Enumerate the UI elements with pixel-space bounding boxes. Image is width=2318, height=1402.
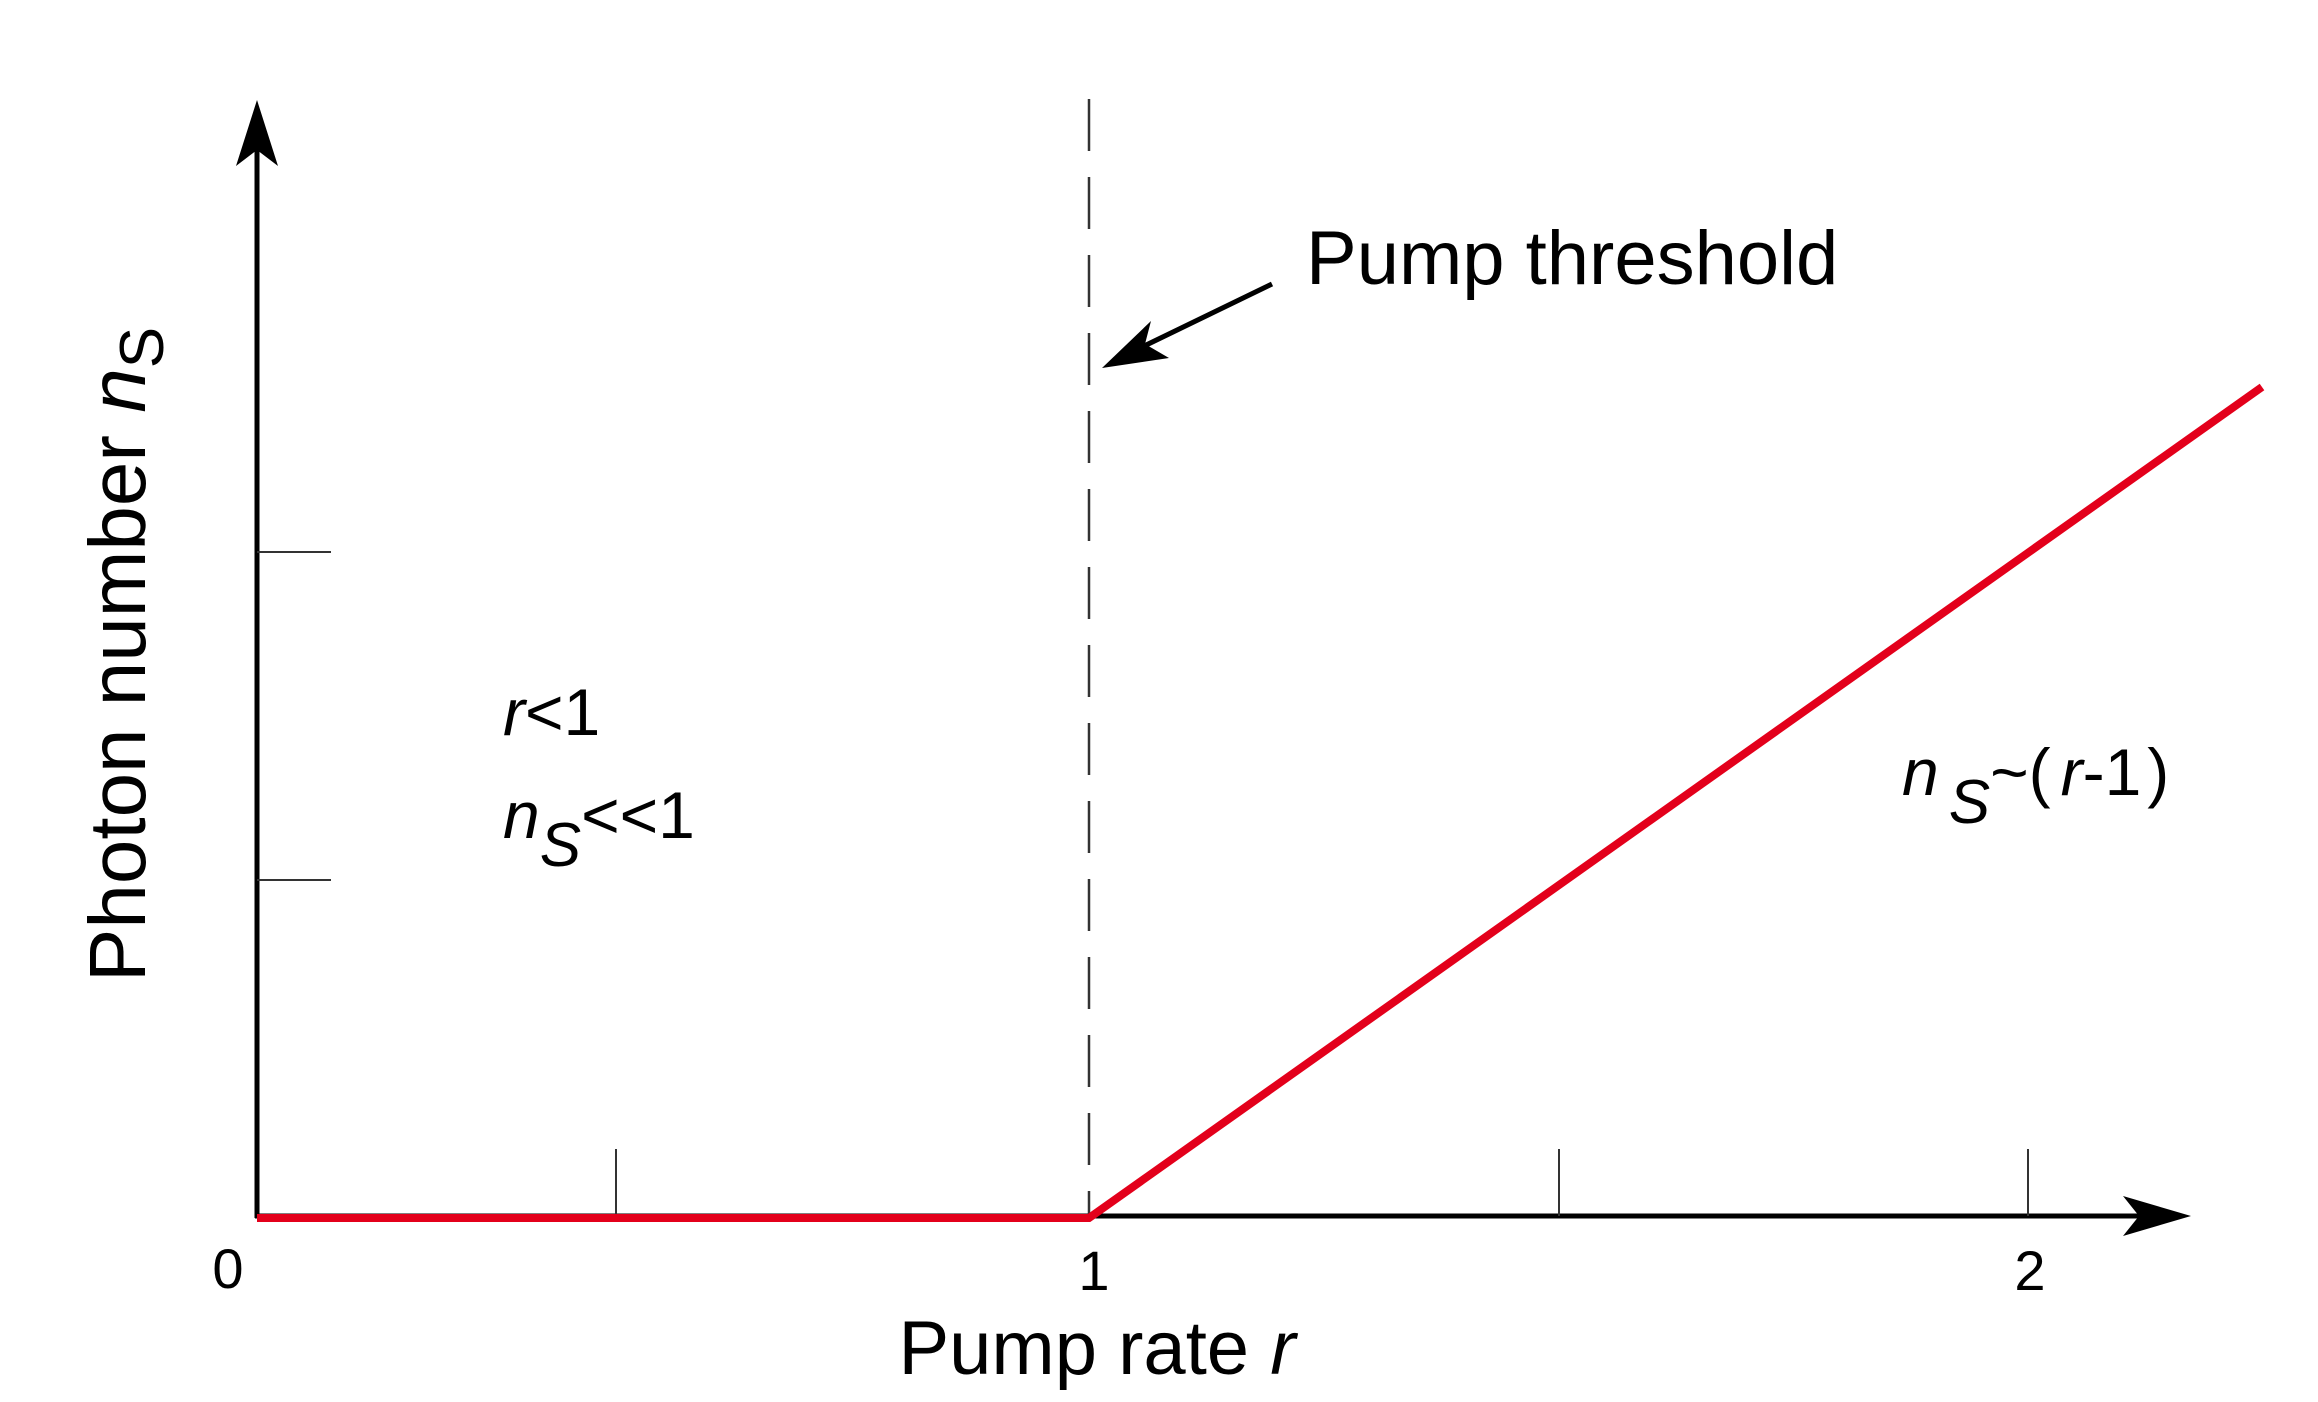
y-axis-arrow-icon [236, 100, 278, 166]
x-axis-arrow-icon [2123, 1196, 2191, 1236]
above-threshold-label: n S~(r-1) [1902, 735, 2169, 837]
photon-number-curve [257, 383, 2265, 1222]
pump-threshold-label: Pump threshold [1306, 216, 1838, 301]
y-axis-label: Photon number nS [73, 327, 177, 982]
threshold-pointer-arrow-icon [1102, 321, 1169, 368]
x-tick-label-1: 1 [1078, 1239, 1109, 1302]
x-tick-label-2: 2 [2014, 1239, 2045, 1302]
x-axis-label: Pump rate r [898, 1306, 1298, 1391]
x-tick-label-0: 0 [212, 1237, 243, 1300]
below-threshold-ns-label: nS<<1 [503, 778, 695, 880]
threshold-pointer-line [1138, 281, 1274, 351]
below-threshold-r-label: r<1 [503, 675, 600, 749]
